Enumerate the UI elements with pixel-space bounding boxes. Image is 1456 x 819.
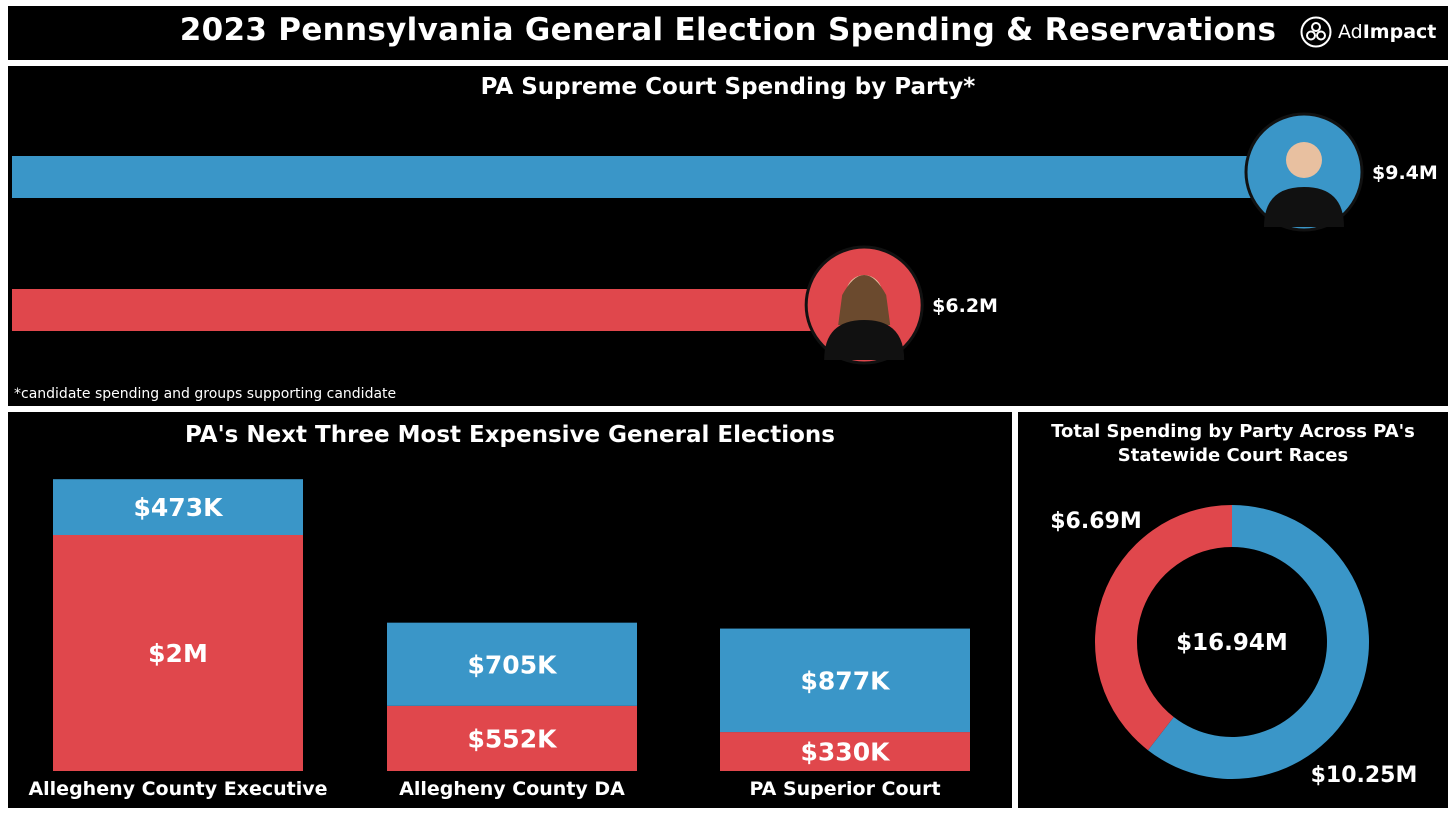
candidate-photo-republican	[804, 245, 924, 365]
bar-republican	[12, 289, 865, 331]
category-label: Allegheny County DA	[399, 778, 625, 800]
next-three-panel: PA's Next Three Most Expensive General E…	[8, 412, 1012, 808]
supreme-court-title: PA Supreme Court Spending by Party*	[480, 74, 976, 100]
value-label-republican: $6.69M	[1050, 509, 1141, 534]
donut-chart: $10.25M $6.69M $16.94M	[1050, 505, 1418, 788]
center-total-label: $16.94M	[1176, 630, 1288, 656]
value-label-republican: $2M	[148, 639, 208, 668]
value-label-democrat: $705K	[468, 650, 559, 679]
supreme-court-chart: $9.4M $6.2M	[12, 112, 1438, 365]
bar-republican	[720, 732, 970, 771]
total-spending-panel: Total Spending by Party Across PA's Stat…	[1018, 412, 1448, 808]
title-line-1: Total Spending by Party Across PA's	[1051, 421, 1415, 442]
title-bar	[8, 6, 1448, 60]
category-label: Allegheny County Executive	[28, 778, 327, 800]
adimpact-logo-icon	[1300, 16, 1332, 48]
title-line-2: Statewide Court Races	[1117, 445, 1349, 466]
footnote: *candidate spending and groups supportin…	[14, 386, 397, 402]
logo-text-bold: Impact	[1362, 21, 1437, 43]
next-three-title: PA's Next Three Most Expensive General E…	[185, 422, 835, 448]
total-spending-title: Total Spending by Party Across PA's Stat…	[1018, 420, 1448, 468]
candidate-photo-democrat	[1244, 112, 1364, 232]
value-label-republican: $330K	[801, 738, 892, 767]
donut-slice-democrat	[1147, 505, 1369, 779]
logo-text-light: Ad	[1338, 21, 1363, 43]
value-label-republican: $6.2M	[932, 295, 998, 317]
supreme-court-panel: PA Supreme Court Spending by Party* *can…	[8, 66, 1448, 406]
value-label-democrat: $877K	[801, 666, 892, 695]
bar-democrat	[12, 156, 1304, 198]
value-label-democrat: $9.4M	[1372, 162, 1438, 184]
category-label: PA Superior Court	[749, 778, 940, 800]
bar-democrat	[387, 622, 637, 706]
bar-republican	[53, 535, 303, 771]
next-three-chart: $2M $473K Allegheny County Executive $552K $…	[28, 479, 970, 800]
value-label-republican: $552K	[468, 724, 559, 753]
page-title: 2023 Pennsylvania General Election Spend…	[179, 12, 1277, 48]
bar-democrat	[53, 479, 303, 535]
value-label-democrat: $10.25M	[1311, 763, 1418, 788]
value-label-democrat: $473K	[134, 493, 225, 522]
bar-democrat	[720, 628, 970, 733]
donut-slice-republican	[1095, 505, 1232, 751]
adimpact-logo: AdImpact	[1300, 16, 1436, 48]
bar-republican	[387, 705, 637, 771]
